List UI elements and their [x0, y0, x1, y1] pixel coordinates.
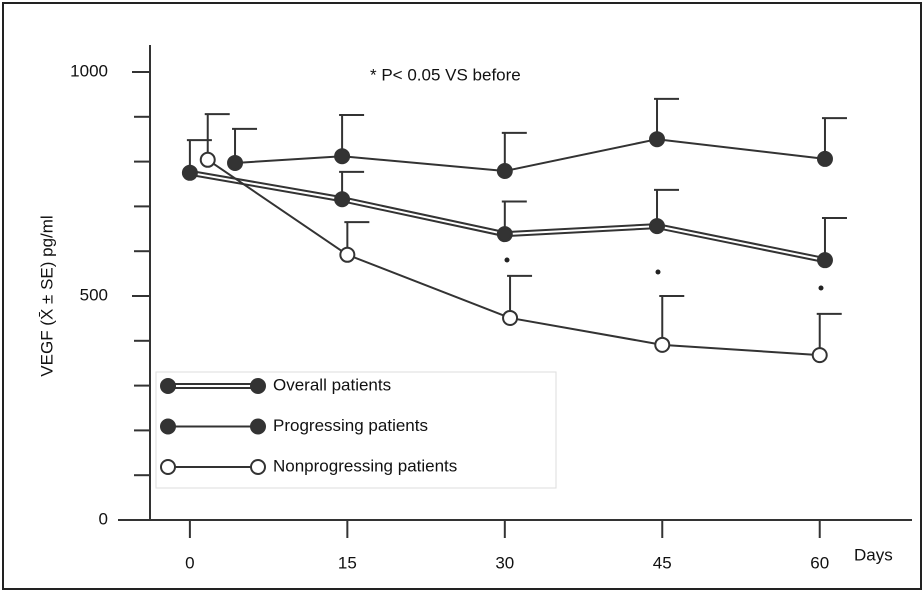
legend-box	[155, 371, 557, 489]
significance-dot	[818, 285, 824, 291]
y-axis-label: VEGF (X̄ ± SE) pg/ml	[37, 215, 56, 376]
point	[649, 131, 666, 148]
point	[816, 252, 833, 269]
point	[227, 154, 244, 171]
legend-marker	[160, 418, 176, 435]
legend-marker	[160, 378, 176, 394]
x-tick-label: 0	[185, 553, 194, 572]
legend-label: Nonprogressing patients	[273, 456, 457, 475]
point	[334, 148, 351, 165]
point	[496, 163, 513, 180]
annotation: * P< 0.05 VS before	[370, 65, 521, 84]
legend-marker	[250, 459, 266, 475]
x-tick-label: 45	[653, 553, 672, 572]
point	[649, 218, 666, 235]
point	[199, 151, 216, 168]
point	[339, 246, 356, 263]
point	[334, 191, 351, 208]
y-tick-label: 500	[80, 285, 108, 304]
significance-dot	[504, 257, 510, 263]
y-tick-label: 0	[99, 509, 108, 528]
point	[181, 164, 198, 181]
point	[816, 150, 833, 167]
x-tick-label: 60	[810, 553, 829, 572]
point	[811, 347, 828, 364]
legend-label: Progressing patients	[273, 416, 428, 435]
x-axis-label: Days	[854, 545, 893, 564]
point	[496, 226, 513, 243]
legend-marker	[250, 418, 266, 435]
legend-label: Overall patients	[273, 375, 391, 394]
legend-marker	[250, 378, 266, 394]
x-tick-label: 15	[338, 553, 357, 572]
y-tick-label: 1000	[70, 61, 108, 80]
legend-marker	[160, 459, 176, 475]
x-tick-label: 30	[495, 553, 514, 572]
point	[654, 336, 671, 353]
point	[502, 309, 519, 326]
significance-dot	[655, 269, 661, 275]
